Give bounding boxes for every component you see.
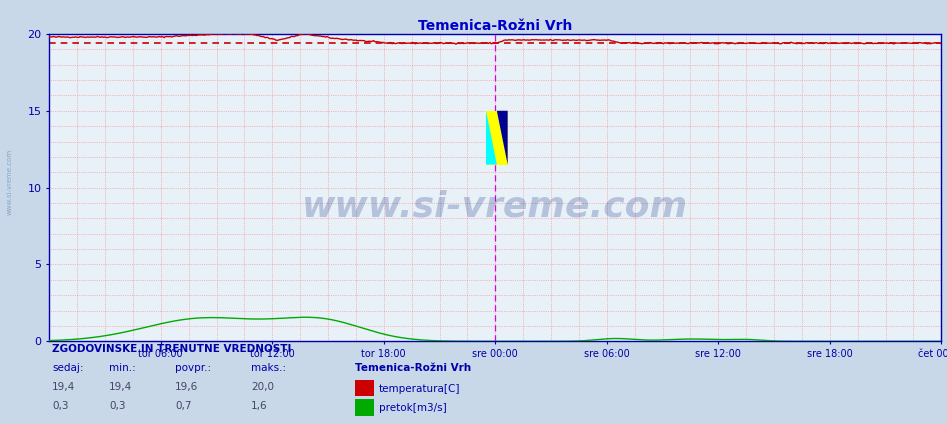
Text: 20,0: 20,0 — [251, 382, 274, 392]
Text: pretok[m3/s]: pretok[m3/s] — [379, 403, 447, 413]
Text: ZGODOVINSKE IN TRENUTNE VREDNOSTI: ZGODOVINSKE IN TRENUTNE VREDNOSTI — [52, 344, 292, 354]
Text: www.si-vreme.com: www.si-vreme.com — [7, 149, 12, 215]
Text: 19,6: 19,6 — [175, 382, 199, 392]
Text: temperatura[C]: temperatura[C] — [379, 384, 460, 394]
Bar — [486, 111, 508, 165]
Text: www.si-vreme.com: www.si-vreme.com — [302, 189, 688, 223]
Text: 19,4: 19,4 — [52, 382, 76, 392]
Text: 1,6: 1,6 — [251, 401, 268, 411]
Text: min.:: min.: — [109, 363, 135, 373]
Polygon shape — [497, 111, 508, 165]
Title: Temenica-Rožni Vrh: Temenica-Rožni Vrh — [418, 19, 573, 33]
Text: 19,4: 19,4 — [109, 382, 133, 392]
Text: 0,7: 0,7 — [175, 401, 191, 411]
Text: 0,3: 0,3 — [52, 401, 68, 411]
Text: 0,3: 0,3 — [109, 401, 125, 411]
Text: povpr.:: povpr.: — [175, 363, 211, 373]
Text: sedaj:: sedaj: — [52, 363, 83, 373]
Text: Temenica-Rožni Vrh: Temenica-Rožni Vrh — [355, 363, 472, 373]
Text: maks.:: maks.: — [251, 363, 286, 373]
Polygon shape — [486, 111, 497, 165]
